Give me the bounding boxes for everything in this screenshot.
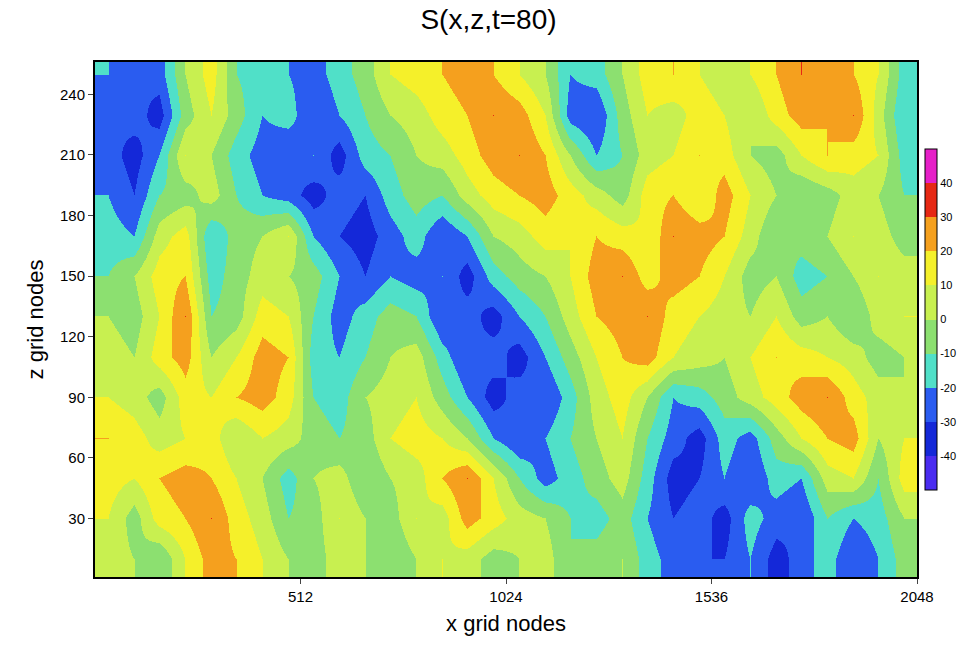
svg-text:2048: 2048: [900, 588, 933, 605]
svg-text:30: 30: [940, 211, 952, 223]
svg-text:x grid nodes: x grid nodes: [446, 611, 566, 636]
svg-text:30: 30: [68, 510, 85, 527]
svg-text:0: 0: [940, 313, 946, 325]
svg-text:-30: -30: [940, 416, 956, 428]
svg-text:120: 120: [60, 328, 85, 345]
svg-text:150: 150: [60, 267, 85, 284]
svg-text:S(x,z,t=80): S(x,z,t=80): [420, 4, 556, 35]
svg-text:20: 20: [940, 245, 952, 257]
svg-text:90: 90: [68, 389, 85, 406]
svg-text:-40: -40: [940, 450, 956, 462]
svg-text:240: 240: [60, 86, 85, 103]
svg-text:-10: -10: [940, 347, 956, 359]
svg-text:512: 512: [288, 588, 313, 605]
svg-text:-20: -20: [940, 382, 956, 394]
svg-text:60: 60: [68, 449, 85, 466]
svg-text:1536: 1536: [695, 588, 728, 605]
svg-text:180: 180: [60, 207, 85, 224]
svg-text:10: 10: [940, 279, 952, 291]
svg-text:210: 210: [60, 146, 85, 163]
svg-text:z grid nodes: z grid nodes: [23, 260, 48, 380]
svg-text:40: 40: [940, 177, 952, 189]
svg-text:1024: 1024: [489, 588, 522, 605]
